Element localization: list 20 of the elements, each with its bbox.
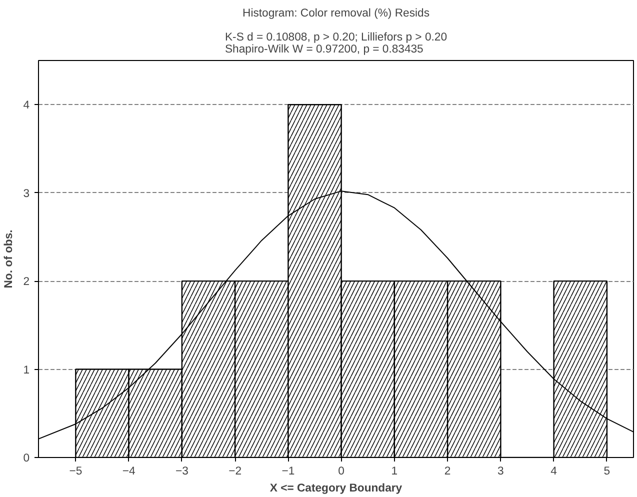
x-tick-label: 1 (391, 466, 398, 478)
y-tick-label: 4 (23, 100, 30, 112)
chart-title: Histogram: Color removal (%) Resids (242, 8, 430, 20)
y-tick-label: 3 (23, 188, 30, 200)
y-tick-label: 0 (23, 452, 30, 464)
x-tick-label: 4 (550, 466, 557, 478)
x-tick-label: 5 (604, 466, 610, 478)
x-tick-label: 2 (444, 466, 451, 478)
y-axis-title: No. of obs. (3, 230, 16, 288)
x-tick-label: 3 (498, 466, 504, 478)
x-tick-label: 0 (338, 466, 344, 478)
x-tick-label: −1 (282, 466, 295, 478)
y-tick-label: 1 (23, 364, 30, 376)
x-tick-label: −5 (69, 466, 82, 478)
chart-subtitle: K-S d = 0.10808, p > 0.20; Lilliefors p > 0.20 Shapiro-Wilk W = 0.97200, p = 0.83435 (225, 32, 448, 56)
x-axis-title: X <= Category Boundary (270, 482, 403, 494)
x-tick-label: −4 (122, 466, 136, 478)
x-tick-label: −3 (175, 466, 188, 478)
x-tick-label: −2 (228, 466, 242, 478)
y-tick-label: 2 (23, 276, 30, 288)
